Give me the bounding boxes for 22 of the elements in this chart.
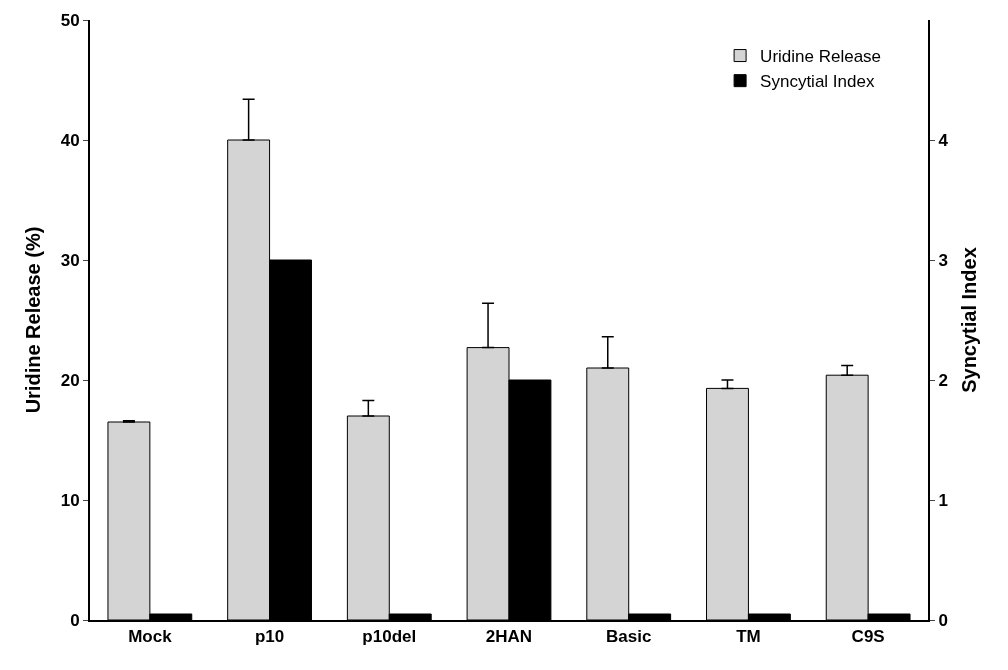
x-tick-label: 2HAN bbox=[485, 627, 533, 647]
y-tick-label: 10 bbox=[60, 490, 80, 510]
x-tick-label: p10 bbox=[254, 627, 285, 647]
x-tick-label: Mock bbox=[128, 627, 173, 647]
y2-tick-label: 3 bbox=[938, 250, 948, 270]
y-tick-label: 40 bbox=[60, 130, 80, 150]
x-tick-label: TM bbox=[736, 627, 761, 647]
x-tick-label: Basic bbox=[606, 627, 652, 647]
y2-tick-label: 1 bbox=[938, 490, 948, 510]
x-tick-label: C9S bbox=[851, 627, 885, 647]
y2-tick-label: 4 bbox=[938, 130, 949, 150]
legend-label: Syncytial Index bbox=[760, 72, 875, 92]
y2-axis-title: Syncytial Index bbox=[958, 247, 981, 393]
x-tick-label: p10del bbox=[362, 627, 417, 647]
y-tick-label: 0 bbox=[70, 610, 80, 630]
y-tick-label: 30 bbox=[60, 250, 80, 270]
legend-label: Uridine Release bbox=[760, 47, 882, 67]
y2-tick-label: 2 bbox=[938, 370, 948, 390]
y2-tick-label: 0 bbox=[938, 610, 948, 630]
y-tick-label: 20 bbox=[60, 370, 80, 390]
y-axis-title: Uridine Release (%) bbox=[21, 226, 44, 414]
y-tick-label: 50 bbox=[60, 10, 80, 30]
